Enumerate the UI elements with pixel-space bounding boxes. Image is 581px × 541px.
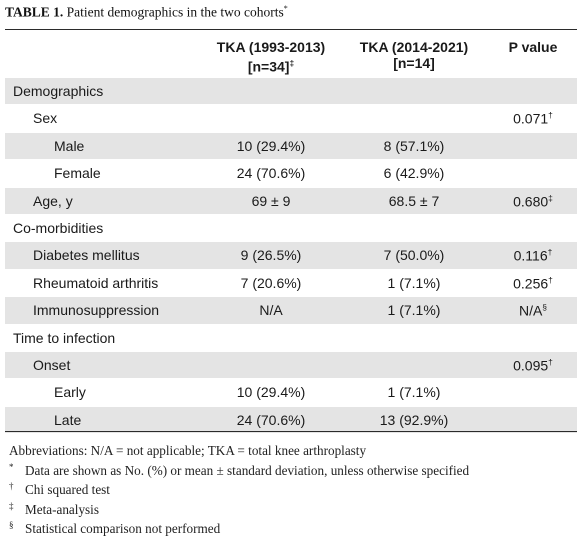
caption-footnote-mark: *: [283, 4, 288, 13]
header-cohort-1: TKA (1993-2013) [n=34]‡: [195, 39, 347, 75]
row-label: Male: [54, 137, 85, 154]
row-label: Demographics: [13, 83, 104, 99]
table-row: Diabetes mellitus 9 (26.5%) 7 (50.0%) 0.116…: [5, 241, 577, 269]
table-footnotes: Abbreviations: N/A = not applicable; TKA…: [9, 441, 469, 539]
p-value-mark: †: [547, 247, 553, 258]
table-row: Demographics: [5, 77, 577, 105]
footnote: § Statistical comparison not performed: [9, 519, 469, 539]
header-cohort-1-label: TKA (1993-2013): [216, 39, 326, 55]
cohort-1-value: 69 ± 9: [251, 192, 291, 209]
footnote-text: Meta-analysis: [25, 501, 99, 517]
table-row: Late 24 (70.6%) 13 (92.9%): [5, 405, 577, 434]
p-value-cell: N/A§: [493, 302, 573, 319]
p-value-mark: †: [548, 110, 553, 121]
header-cohort-2-label: TKA (2014-2021): [359, 39, 469, 55]
table-row: Sex 0.071†: [5, 104, 577, 131]
header-cohort-2: TKA (2014-2021) [n=14]: [344, 39, 484, 71]
p-value-cell: 0.116†: [493, 247, 573, 264]
cohort-2-value: 7 (50.0%): [383, 247, 445, 264]
footnote-abbreviations: Abbreviations: N/A = not applicable; TKA…: [9, 443, 367, 458]
table-row: Onset 0.095†: [5, 350, 577, 379]
table-row: Time to infection: [5, 323, 577, 351]
row-label: Late: [54, 411, 82, 428]
footnote: * Data are shown as No. (%) or mean ± sta…: [9, 461, 469, 481]
cohort-2-value: 13 (92.9%): [379, 411, 449, 428]
table-row: Early 10 (29.4%) 1 (7.1%): [5, 378, 577, 405]
p-value-mark: †: [548, 274, 553, 285]
cohort-1-value: 7 (20.6%): [240, 274, 302, 291]
row-label: Co-morbidities: [13, 219, 104, 236]
cohort-2-value: 68.5 ± 7: [388, 192, 440, 209]
row-label: Time to infection: [13, 329, 116, 346]
p-value-cell: 0.256†: [493, 275, 573, 292]
row-label: Onset: [33, 356, 71, 373]
p-value-mark: †: [548, 356, 553, 367]
footnote-symbol: §: [9, 520, 14, 531]
table-row: Male 10 (29.4%) 8 (57.1%): [5, 131, 577, 160]
p-value: 0.256: [513, 275, 549, 292]
p-value: 0.071: [513, 111, 549, 128]
row-label: Female: [54, 165, 101, 182]
cohort-1-value: 9 (26.5%): [240, 247, 302, 264]
table-body: Demographics Sex 0.071† Male 10 (29.4%) 8 (57…: [5, 77, 577, 434]
header-cohort-2-n: [n=14]: [393, 55, 435, 71]
row-label: Immunosuppression: [33, 302, 160, 319]
footnote: ‡ Meta-analysis: [9, 500, 469, 520]
table-number: TABLE 1.: [5, 4, 64, 20]
table-header-row: TKA (1993-2013) [n=34]‡ TKA (2014-2021) …: [5, 30, 577, 77]
row-label: Early: [54, 384, 86, 401]
p-value-mark: §: [542, 302, 548, 313]
header-p-value: P value: [508, 39, 558, 55]
p-value-mark: ‡: [548, 192, 553, 203]
cohort-1-value: 10 (29.4%): [236, 137, 306, 154]
cohort-2-value: 1 (7.1%): [387, 302, 441, 319]
footnote-symbol: *: [9, 461, 14, 472]
table-row: Age, y 69 ± 9 68.5 ± 7 0.680‡: [5, 186, 577, 214]
header-cohort-1-n: [n=34]: [247, 58, 290, 75]
table-row: Female 24 (70.6%) 6 (42.9%): [5, 159, 577, 186]
cohort-1-value: 24 (70.6%): [236, 165, 306, 182]
table-row: Immunosuppression N/A 1 (7.1%) N/A§: [5, 296, 577, 324]
p-value-cell: 0.095†: [493, 357, 573, 374]
row-label: Sex: [33, 110, 58, 127]
p-value-cell: 0.071†: [493, 110, 573, 127]
cohort-1-value: 10 (29.4%): [236, 384, 306, 401]
p-value-cell: 0.680‡: [493, 193, 573, 210]
footnote-text: Data are shown as No. (%) or mean ± stan…: [25, 462, 470, 478]
row-label: Diabetes mellitus: [33, 247, 140, 264]
table-bottom-rule: [5, 431, 577, 432]
footnote-text: Chi squared test: [25, 482, 110, 498]
header-cohort-1-mark: ‡: [289, 58, 295, 68]
row-label: Age, y: [33, 192, 73, 209]
footnote-symbol: ‡: [9, 500, 14, 511]
cohort-2-value: 1 (7.1%): [387, 274, 441, 291]
table-top-rule: [5, 29, 577, 30]
cohort-2-value: 6 (42.9%): [383, 165, 445, 182]
p-value: 0.680: [513, 193, 549, 210]
table-title: Patient demographics in the two cohorts: [66, 4, 284, 20]
cohort-2-value: 8 (57.1%): [383, 137, 445, 154]
table-row: Rheumatoid arthritis 7 (20.6%) 1 (7.1%) 0.2…: [5, 268, 577, 296]
table-row: Co-morbidities: [5, 213, 577, 241]
footnote-text: Statistical comparison not performed: [25, 521, 221, 537]
row-label: Rheumatoid arthritis: [33, 274, 159, 291]
footnote-symbol: †: [9, 481, 14, 492]
p-value: 0.095: [513, 357, 549, 374]
table-caption: TABLE 1. Patient demographics in the two…: [5, 4, 288, 21]
p-value: N/A: [518, 302, 543, 319]
footnote: † Chi squared test: [9, 480, 469, 500]
p-value: 0.116: [513, 248, 548, 264]
cohort-1-value: 24 (70.6%): [236, 411, 306, 428]
cohort-2-value: 1 (7.1%): [387, 384, 441, 401]
cohort-1-value: N/A: [259, 302, 283, 319]
